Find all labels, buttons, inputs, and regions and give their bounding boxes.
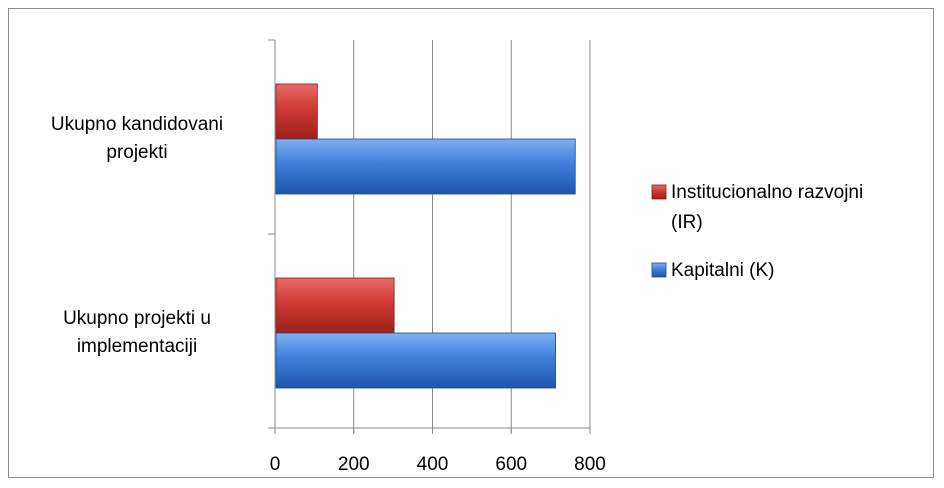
axes xyxy=(268,39,591,434)
legend-swatch xyxy=(651,262,667,278)
chart-frame xyxy=(8,8,934,478)
legend-swatch xyxy=(651,184,667,200)
category-label: Ukupno kandidovani xyxy=(51,114,223,135)
category-label: implementaciji xyxy=(77,336,197,357)
bar-k xyxy=(275,138,576,195)
x-tick-label: 200 xyxy=(338,454,370,475)
bar-ir xyxy=(275,277,395,334)
x-tick-label: 0 xyxy=(270,454,281,475)
bar-k xyxy=(275,332,556,389)
legend-label: (IR) xyxy=(671,212,703,233)
legend-label: Kapitalni (K) xyxy=(671,260,775,281)
legend-label: Institucionalno razvojni xyxy=(671,182,863,203)
x-tick-label: 600 xyxy=(495,454,527,475)
x-tick-labels: 0 200 400 600 800 xyxy=(270,454,606,475)
legend: Institucionalno razvojni (IR) Kapitalni (K… xyxy=(651,182,863,281)
category-label: Ukupno projekti u xyxy=(63,308,211,329)
category-labels: Ukupno kandidovani projekti Ukupno projekt… xyxy=(51,114,223,357)
x-tick-label: 800 xyxy=(574,454,606,475)
bars xyxy=(275,83,576,389)
x-tick-label: 400 xyxy=(417,454,449,475)
bar-ir xyxy=(275,83,318,140)
category-label: projekti xyxy=(106,142,167,163)
